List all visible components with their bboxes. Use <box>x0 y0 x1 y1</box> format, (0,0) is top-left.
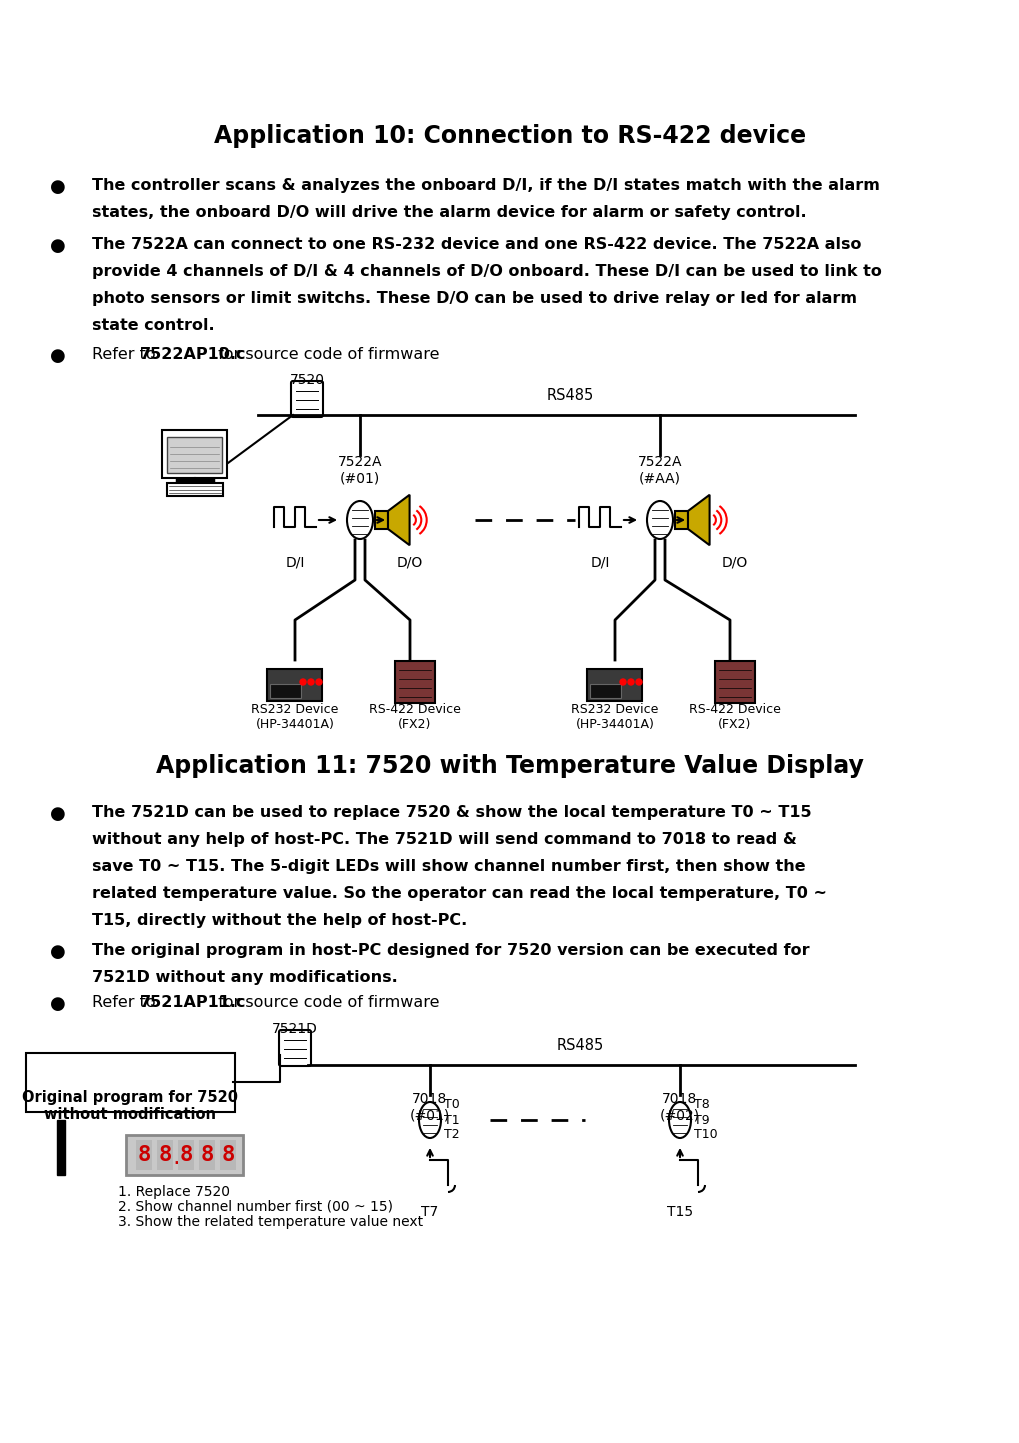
Text: T0
T1
T2: T0 T1 T2 <box>443 1098 460 1141</box>
Text: ●: ● <box>50 805 66 823</box>
Text: 7522A
(#AA): 7522A (#AA) <box>637 455 682 485</box>
Text: The original program in host-PC designed for 7520 version can be executed for: The original program in host-PC designed… <box>92 942 809 958</box>
FancyBboxPatch shape <box>162 430 227 478</box>
Text: RS232 Device
(HP-34401A): RS232 Device (HP-34401A) <box>571 703 658 732</box>
Circle shape <box>308 680 314 685</box>
Text: 8: 8 <box>221 1144 235 1165</box>
FancyBboxPatch shape <box>394 661 434 703</box>
Text: 7018
(#01): 7018 (#01) <box>410 1092 449 1123</box>
Text: Application 11: 7520 with Temperature Value Display: Application 11: 7520 with Temperature Va… <box>156 755 863 778</box>
Text: RS-422 Device
(FX2): RS-422 Device (FX2) <box>689 703 781 732</box>
Text: 7522A
(#01): 7522A (#01) <box>337 455 382 485</box>
Polygon shape <box>688 495 709 545</box>
Polygon shape <box>387 495 410 545</box>
Text: T15, directly without the help of host-PC.: T15, directly without the help of host-P… <box>92 913 467 928</box>
Text: 3. Show the related temperature value next: 3. Show the related temperature value ne… <box>118 1215 423 1229</box>
Text: 2. Show channel number first (00 ~ 15): 2. Show channel number first (00 ~ 15) <box>118 1201 392 1214</box>
Ellipse shape <box>346 501 373 540</box>
FancyBboxPatch shape <box>25 1053 234 1113</box>
Ellipse shape <box>668 1102 690 1139</box>
Text: Refer to: Refer to <box>92 996 161 1010</box>
Text: D/I: D/I <box>285 556 305 569</box>
FancyBboxPatch shape <box>178 1140 195 1170</box>
FancyBboxPatch shape <box>375 511 387 530</box>
Text: 8: 8 <box>201 1144 214 1165</box>
Text: T15: T15 <box>666 1205 692 1219</box>
Text: D/O: D/O <box>721 556 747 569</box>
FancyBboxPatch shape <box>675 511 688 530</box>
Bar <box>57 1120 65 1175</box>
FancyBboxPatch shape <box>270 684 301 698</box>
Text: ●: ● <box>50 996 66 1013</box>
Text: T8
T9
T10: T8 T9 T10 <box>693 1098 717 1141</box>
Ellipse shape <box>646 501 673 540</box>
Text: 8: 8 <box>159 1144 172 1165</box>
Text: RS232 Device
(HP-34401A): RS232 Device (HP-34401A) <box>251 703 338 732</box>
Text: provide 4 channels of D/I & 4 channels of D/O onboard. These D/I can be used to : provide 4 channels of D/I & 4 channels o… <box>92 264 881 278</box>
FancyBboxPatch shape <box>290 381 323 417</box>
Text: state control.: state control. <box>92 317 214 333</box>
FancyBboxPatch shape <box>714 661 754 703</box>
Circle shape <box>316 680 322 685</box>
FancyBboxPatch shape <box>167 437 222 473</box>
Text: The 7522A can connect to one RS-232 device and one RS-422 device. The 7522A also: The 7522A can connect to one RS-232 devi… <box>92 237 861 253</box>
FancyBboxPatch shape <box>137 1140 153 1170</box>
Text: 8: 8 <box>179 1144 193 1165</box>
Text: Refer to: Refer to <box>92 346 161 362</box>
Text: T7: T7 <box>421 1205 438 1219</box>
Circle shape <box>628 680 634 685</box>
FancyBboxPatch shape <box>167 483 223 496</box>
FancyBboxPatch shape <box>220 1140 236 1170</box>
Text: 7521D without any modifications.: 7521D without any modifications. <box>92 970 397 986</box>
Text: The 7521D can be used to replace 7520 & show the local temperature T0 ~ T15: The 7521D can be used to replace 7520 & … <box>92 805 811 820</box>
Text: RS485: RS485 <box>546 388 593 403</box>
Text: .: . <box>170 1150 182 1169</box>
FancyBboxPatch shape <box>267 670 322 701</box>
Circle shape <box>620 680 626 685</box>
Text: The controller scans & analyzes the onboard D/I, if the D/I states match with th: The controller scans & analyzes the onbo… <box>92 177 879 193</box>
Text: without any help of host-PC. The 7521D will send command to 7018 to read &: without any help of host-PC. The 7521D w… <box>92 833 796 847</box>
Text: save T0 ~ T15. The 5-digit LEDs will show channel number first, then show the: save T0 ~ T15. The 5-digit LEDs will sho… <box>92 859 805 874</box>
Text: 7018
(#02): 7018 (#02) <box>659 1092 699 1123</box>
Text: RS-422 Device
(FX2): RS-422 Device (FX2) <box>369 703 461 732</box>
Text: RS485: RS485 <box>555 1038 603 1053</box>
FancyBboxPatch shape <box>157 1140 173 1170</box>
Text: 7521AP11.c: 7521AP11.c <box>140 996 247 1010</box>
Text: 1. Replace 7520: 1. Replace 7520 <box>118 1185 229 1199</box>
Text: 7521D: 7521D <box>272 1022 318 1036</box>
Text: D/I: D/I <box>590 556 609 569</box>
Text: 8: 8 <box>138 1144 151 1165</box>
Text: D/O: D/O <box>396 556 423 569</box>
Text: ●: ● <box>50 177 66 196</box>
Circle shape <box>636 680 641 685</box>
Text: states, the onboard D/O will drive the alarm device for alarm or safety control.: states, the onboard D/O will drive the a… <box>92 205 806 219</box>
FancyBboxPatch shape <box>590 684 621 698</box>
Text: Application 10: Connection to RS-422 device: Application 10: Connection to RS-422 dev… <box>214 124 805 149</box>
Text: 7522AP10.c: 7522AP10.c <box>140 346 247 362</box>
FancyBboxPatch shape <box>200 1140 215 1170</box>
Text: 7520: 7520 <box>289 372 324 387</box>
Text: ●: ● <box>50 346 66 365</box>
FancyBboxPatch shape <box>587 670 642 701</box>
Text: related temperature value. So the operator can read the local temperature, T0 ~: related temperature value. So the operat… <box>92 886 826 900</box>
Text: ●: ● <box>50 942 66 961</box>
FancyBboxPatch shape <box>126 1136 244 1175</box>
Text: ●: ● <box>50 237 66 255</box>
Text: photo sensors or limit switchs. These D/O can be used to drive relay or led for : photo sensors or limit switchs. These D/… <box>92 291 856 306</box>
Text: for source code of firmware: for source code of firmware <box>213 996 439 1010</box>
FancyBboxPatch shape <box>279 1030 311 1066</box>
Circle shape <box>300 680 306 685</box>
Ellipse shape <box>419 1102 440 1139</box>
Text: Original program for 7520
without modification: Original program for 7520 without modifi… <box>22 1089 237 1123</box>
Text: for source code of firmware: for source code of firmware <box>213 346 439 362</box>
